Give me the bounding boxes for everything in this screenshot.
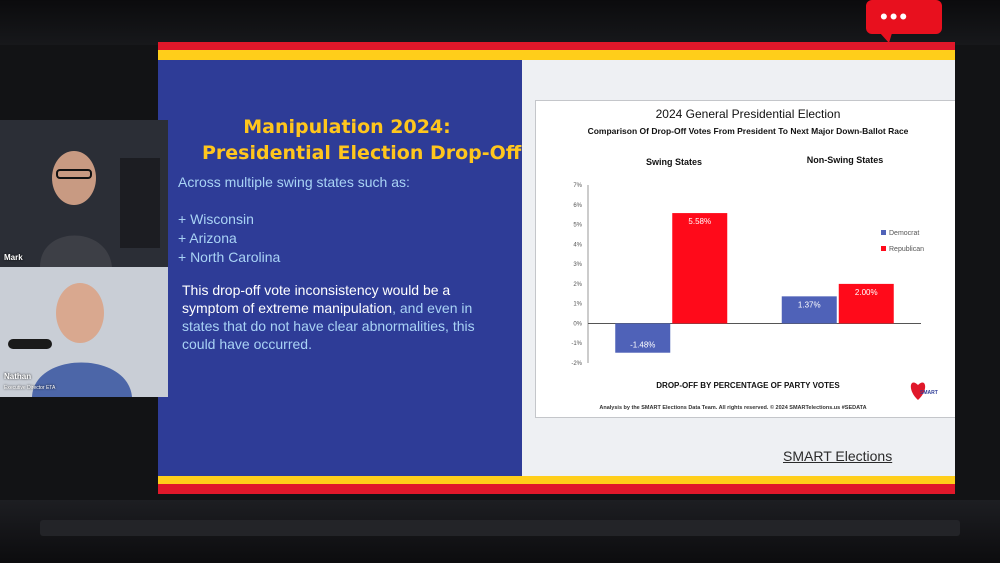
y-tick-label: 7% xyxy=(573,183,582,189)
logo-text: SMART xyxy=(920,390,938,396)
presentation-slide: Manipulation 2024: Presidential Election… xyxy=(158,42,955,494)
room-background xyxy=(0,0,1000,45)
data-label: 1.37% xyxy=(798,300,821,309)
data-label: 2.00% xyxy=(855,288,878,297)
data-label: -1.48% xyxy=(630,341,655,350)
bottom-stripe xyxy=(158,476,955,494)
guest-avatar xyxy=(0,267,168,397)
legend-label: Democrat xyxy=(889,230,919,237)
guest-title-label: Executive Director ETA xyxy=(4,385,56,391)
y-tick-label: 5% xyxy=(573,223,582,229)
host-camera-feed: Mark xyxy=(0,120,168,267)
legend-swatch xyxy=(881,230,886,235)
y-tick-label: -1% xyxy=(571,341,582,347)
guest-name-label: Nathan xyxy=(4,372,32,381)
y-tick-label: -2% xyxy=(571,361,582,367)
chart-frame: 2024 General Presidential Election Compa… xyxy=(535,100,955,418)
legend-label: Republican xyxy=(889,246,924,253)
host-name-label: Mark xyxy=(4,253,23,262)
slide-text-panel xyxy=(158,60,522,476)
y-tick-label: 0% xyxy=(573,321,582,327)
bar-democrat xyxy=(781,296,837,324)
intro-text: Across multiple swing states such as: xyxy=(178,174,410,190)
y-tick-label: 2% xyxy=(573,282,582,288)
smart-elections-link[interactable]: SMART Elections xyxy=(783,448,893,464)
chat-dots: ••• xyxy=(880,4,910,29)
paragraph-rest: , and even in states that do not have cl… xyxy=(182,300,475,352)
guest-camera-feed: Nathan Executive Director ETA xyxy=(0,267,168,397)
list-item: + North Carolina xyxy=(178,249,281,265)
chart-subtitle: Comparison Of Drop-Off Votes From Presid… xyxy=(588,126,909,136)
top-stripe xyxy=(158,42,955,60)
legend-swatch xyxy=(881,246,886,251)
slide-title-line-2: Presidential Election Drop-Off xyxy=(202,142,522,164)
swing-state-list: + Wisconsin + Arizona + North Carolina xyxy=(178,210,280,267)
y-tick-label: 4% xyxy=(573,242,582,248)
highlighted-claim: This drop-off vote inconsistency would b… xyxy=(182,282,451,316)
list-item: + Arizona xyxy=(178,230,237,246)
bar-republican xyxy=(838,283,894,324)
category-label-non-swing: Non-Swing States xyxy=(807,155,884,165)
category-label-swing: Swing States xyxy=(646,157,702,167)
host-avatar xyxy=(0,120,168,267)
bar-democrat xyxy=(615,323,671,353)
bar-republican xyxy=(672,213,728,324)
y-tick-label: 6% xyxy=(573,203,582,209)
speech-bubble-icon[interactable]: ••• xyxy=(866,0,942,43)
y-tick-label: 1% xyxy=(573,302,582,308)
slide-title-line-1: Manipulation 2024: xyxy=(243,116,451,138)
list-item: + Wisconsin xyxy=(178,211,254,227)
data-label: 5.58% xyxy=(688,217,711,226)
drop-off-bar-chart: 2024 General Presidential Election Compa… xyxy=(571,107,938,411)
slide-title: Manipulation 2024: Presidential Election… xyxy=(202,114,522,166)
y-tick-label: 3% xyxy=(573,262,582,268)
explanation-paragraph: This drop-off vote inconsistency would b… xyxy=(182,281,497,353)
chart-footer: Analysis by the SMART Elections Data Tea… xyxy=(599,404,866,411)
logo-mark: SMART xyxy=(910,382,938,400)
x-axis-label: DROP-OFF BY PERCENTAGE OF PARTY VOTES xyxy=(656,381,840,390)
tv-stand xyxy=(40,520,960,536)
chart-title: 2024 General Presidential Election xyxy=(656,107,841,121)
